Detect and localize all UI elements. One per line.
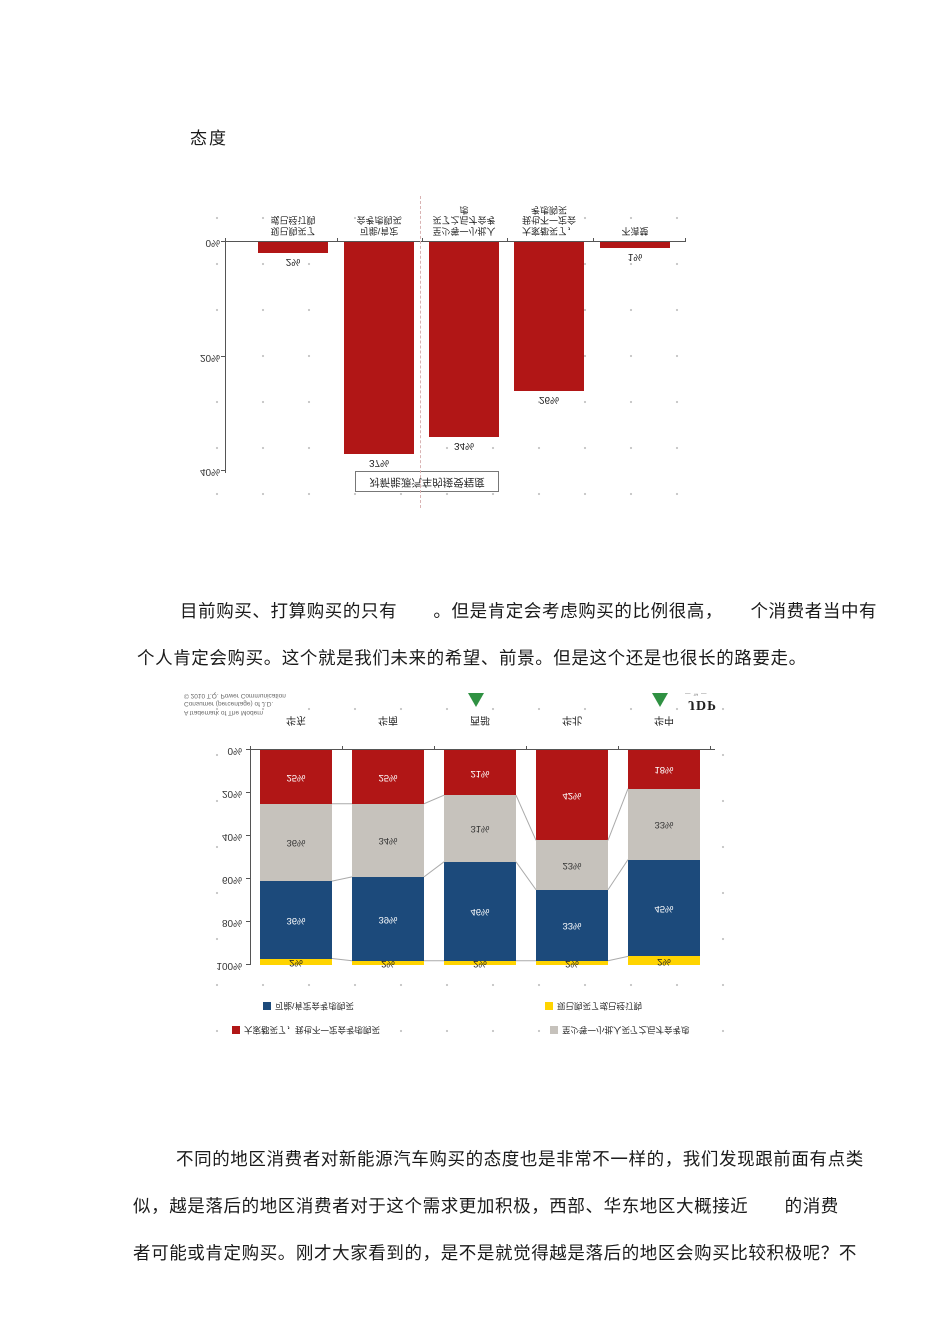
chart1-category-label-line: 会考虑购买	[356, 215, 402, 226]
chart1-category-label-line: 可能\肯定	[359, 226, 399, 236]
chart1-bar-1	[258, 242, 328, 254]
chart1-category-label-line: 我也不一定会	[521, 215, 576, 226]
chart2-legend-label: 可能\肯定会考虑购买	[275, 1001, 354, 1011]
chart2-jdp-logo-sub: — ™ —	[685, 690, 708, 696]
chart2-legend-swatch	[232, 1026, 240, 1034]
chart1-category-label-line: 或已经订购	[270, 215, 316, 226]
chart1-x-tick	[507, 238, 508, 242]
paragraph-2-line-2: 似，越是落后的地区消费者对于这个需求更加积极，西部、华东地区大概接近 的消费	[133, 1196, 839, 1216]
chart1-category-label-line: 虑	[459, 205, 469, 215]
chart2-fine-print: A trademark of The Modern Consumer (perce…	[184, 691, 324, 716]
chart2-legend-item: 现已购买了或已经订购	[545, 1000, 642, 1012]
chart1-y-tick-label: 40%	[199, 466, 220, 478]
chart1-category-label: 现已购买了 或已经订购	[249, 215, 337, 237]
chart1-category-label: 大家都买了， 我也不一定会 考虑购买	[505, 205, 593, 236]
chart1-category-label: 不清楚	[591, 226, 679, 236]
chart1-category-divider	[420, 196, 421, 508]
chart2-category-label: 华中	[654, 714, 674, 725]
chart2-region-stacked-bar-chart: 0% 20% 40% 60% 80% 100% 25% 25% 21% 42% 18% 36% 34% 3…	[180, 678, 730, 1060]
chart2-fine-print-line: A trademark of The Modern	[184, 709, 264, 716]
chart1-category-label-line: 至少等一小批人	[432, 226, 496, 236]
chart2-canvas-mirrored: 0% 20% 40% 60% 80% 100% 25% 25% 21% 42% 18% 36% 34% 3…	[180, 678, 730, 1060]
chart1-y-tick	[221, 470, 225, 472]
chart1-bar-5	[600, 242, 670, 248]
chart2-highlight-marker-西部	[468, 693, 484, 707]
chart2-legend-item: 可能\肯定会考虑购买	[263, 1000, 354, 1012]
chart2-legend-item: 大家都买了，我也不一定会考虑购买	[232, 1024, 380, 1036]
chart1-bar-2	[344, 242, 414, 455]
chart2-fine-print-line: Consumer (percentage) of J.D.	[184, 700, 274, 708]
chart1-bar-value-label: 1%	[627, 250, 643, 262]
chart1-bar-value-label: 37%	[368, 457, 389, 469]
chart2-fine-print-line: © 2010 T.Q. Power Communication	[184, 692, 286, 699]
chart1-bar-4	[514, 242, 584, 391]
chart2-legend-label: 现已购买了或已经订购	[557, 1001, 643, 1011]
chart2-jdp-logo: JDP	[688, 697, 717, 712]
chart1-title: 对新能源汽车的接受程度	[355, 471, 499, 492]
chart1-category-label-line: 大家都买了，	[521, 226, 576, 236]
chart1-category-label-line: 买了之后才会考	[432, 215, 496, 226]
chart1-x-tick	[337, 238, 338, 242]
chart1-y-axis	[225, 242, 226, 473]
chart1-x-tick	[593, 238, 594, 242]
chart1-category-label-line: 考虑购买	[530, 205, 567, 215]
chart2-category-label: 华南	[378, 714, 398, 725]
chart2-legend-swatch	[550, 1026, 558, 1034]
chart1-category-label: 可能\肯定 会考虑购买	[335, 215, 423, 237]
paragraph-2: 不同的地区消费者对新能源汽车购买的态度也是非常不一样的，我们发现跟前面有点类 似…	[133, 1136, 864, 1277]
chart2-connector-lines	[331, 788, 629, 962]
chart2-legend-swatch	[263, 1002, 271, 1010]
chart2-highlight-marker-华中	[652, 693, 668, 707]
chart2-legend-label: 至少等一小批人买了之后才会考虑	[562, 1025, 690, 1035]
chart2-legend-label: 大家都买了，我也不一定会考虑购买	[244, 1025, 381, 1035]
chart1-x-tick	[225, 238, 226, 242]
chart2-legend-swatch	[545, 1002, 553, 1010]
chart1-canvas-mirrored: 对新能源汽车的接受程度 0% 20% 40% 2% 现已购买了 或已经订购 37% 可能\肯定会…	[180, 188, 710, 523]
chart1-bar-3	[429, 242, 499, 437]
chart1-x-tick	[685, 238, 686, 242]
paragraph-1-line-2: 个人肯定会购买。这个就是我们未来的希望、前景。但是这个还是也很长的路要走。	[137, 648, 807, 668]
chart1-y-tick-label: 20%	[199, 351, 220, 363]
paragraph-2-line-3: 者可能或肯定购买。刚才大家看到的，是不是就觉得越是落后的地区会购买比较积极呢？不	[133, 1243, 857, 1263]
chart2-category-label: 华北	[562, 714, 582, 725]
paragraph-1: 目前购买、打算购买的只有 。但是肯定会考虑购买的比例很高， 个消费者当中有 个人…	[137, 588, 878, 682]
chart1-bar-value-label: 2%	[285, 256, 301, 268]
chart1-x-tick	[422, 238, 423, 242]
paragraph-1-line-1: 目前购买、打算购买的只有 。但是肯定会考虑购买的比例很高， 个消费者当中有	[180, 601, 878, 621]
chart1-bar-value-label: 26%	[538, 393, 559, 405]
chart1-category-label-line: 不清楚	[621, 226, 649, 236]
section-heading: 态度	[190, 129, 228, 148]
chart1-acceptance-bar-chart: 对新能源汽车的接受程度 0% 20% 40% 2% 现已购买了 或已经订购 37% 可能\肯定会…	[180, 188, 710, 523]
chart2-legend-item: 至少等一小批人买了之后才会考虑	[550, 1024, 690, 1036]
chart1-category-label: 至少等一小批人 买了之后才会考虑	[420, 205, 508, 236]
chart1-bar-value-label: 34%	[453, 439, 474, 451]
chart2-category-label: 西部	[470, 714, 490, 725]
chart1-y-tick	[221, 355, 225, 357]
chart1-category-label-line: 现已购买了	[270, 226, 316, 236]
paragraph-2-line-1: 不同的地区消费者对新能源汽车购买的态度也是非常不一样的，我们发现跟前面有点类	[176, 1149, 864, 1169]
chart1-y-tick-label: 0%	[205, 237, 220, 248]
